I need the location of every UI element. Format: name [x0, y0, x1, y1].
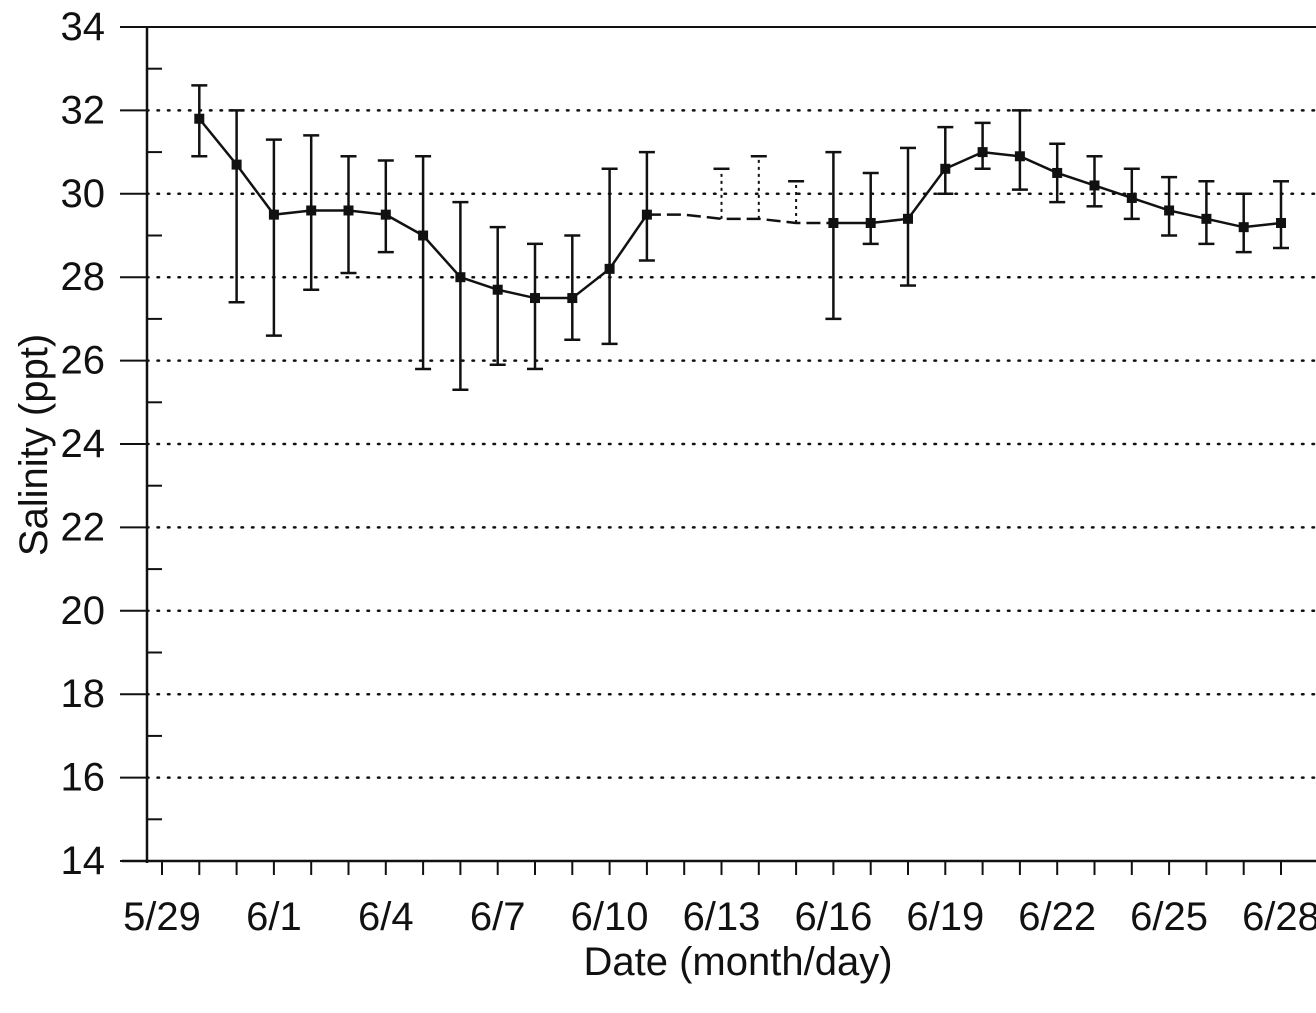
- data-series: [191, 84, 1289, 392]
- data-point-marker: [231, 159, 242, 170]
- x-tick-label: 6/22: [1018, 895, 1096, 939]
- x-tick-label: 6/25: [1130, 895, 1208, 939]
- data-point-marker: [828, 217, 839, 228]
- axes: [120, 26, 1316, 875]
- x-tick-label: 5/29: [123, 895, 201, 939]
- data-point-marker: [306, 205, 317, 216]
- y-tick-label: 28: [61, 255, 106, 299]
- data-point-marker: [1126, 192, 1137, 203]
- y-tick-label: 14: [61, 839, 106, 883]
- data-point-marker: [903, 213, 913, 224]
- x-tick-label: 6/16: [794, 895, 872, 939]
- y-axis-title: Salinity (ppt): [12, 334, 56, 556]
- y-tick-label: 24: [61, 422, 106, 466]
- gridlines: [145, 26, 1316, 779]
- data-point-marker: [1014, 151, 1025, 162]
- data-point-marker: [1164, 205, 1175, 216]
- x-tick-label: 6/10: [571, 895, 649, 939]
- data-point-marker: [940, 163, 951, 174]
- y-tick-label: 20: [61, 589, 106, 633]
- dashed-series-line: [646, 213, 834, 225]
- x-tick-label: 6/7: [470, 895, 526, 939]
- data-point-marker: [418, 230, 429, 241]
- x-tick-label: 6/4: [358, 895, 414, 939]
- data-point-marker: [567, 293, 578, 304]
- y-tick-label: 18: [61, 672, 106, 716]
- y-tick-label: 30: [61, 172, 106, 216]
- x-tick-label: 6/13: [683, 895, 761, 939]
- y-tick-label: 26: [61, 339, 106, 383]
- data-point-marker: [380, 209, 391, 220]
- data-point-marker: [1238, 222, 1249, 233]
- data-point-marker: [194, 113, 205, 124]
- data-point-marker: [1089, 180, 1100, 191]
- x-tick-label: 6/1: [246, 895, 302, 939]
- y-tick-label: 16: [61, 756, 106, 800]
- data-point-marker: [1052, 167, 1063, 178]
- x-axis-title: Date (month/day): [583, 940, 892, 984]
- data-point-marker: [530, 293, 540, 304]
- y-tick-label: 34: [61, 5, 106, 49]
- data-point-marker: [268, 209, 279, 220]
- y-tick-label: 22: [61, 505, 106, 549]
- y-tick-label: 32: [61, 88, 106, 132]
- data-point-marker: [1276, 217, 1286, 228]
- data-point-marker: [492, 284, 503, 295]
- data-point-marker: [604, 263, 615, 274]
- data-point-marker: [977, 147, 988, 158]
- x-tick-label: 6/19: [906, 895, 984, 939]
- data-point-marker: [1201, 213, 1212, 224]
- x-tick-label: 6/28: [1242, 895, 1316, 939]
- data-point-marker: [455, 272, 466, 283]
- data-point-marker: [343, 205, 354, 216]
- axis-labels: 14 16 18 20 22 24 26 28 30 32 34 5/29 6/1 6/4 6/7 6/10 6…: [61, 5, 1316, 939]
- data-point-marker: [865, 217, 876, 228]
